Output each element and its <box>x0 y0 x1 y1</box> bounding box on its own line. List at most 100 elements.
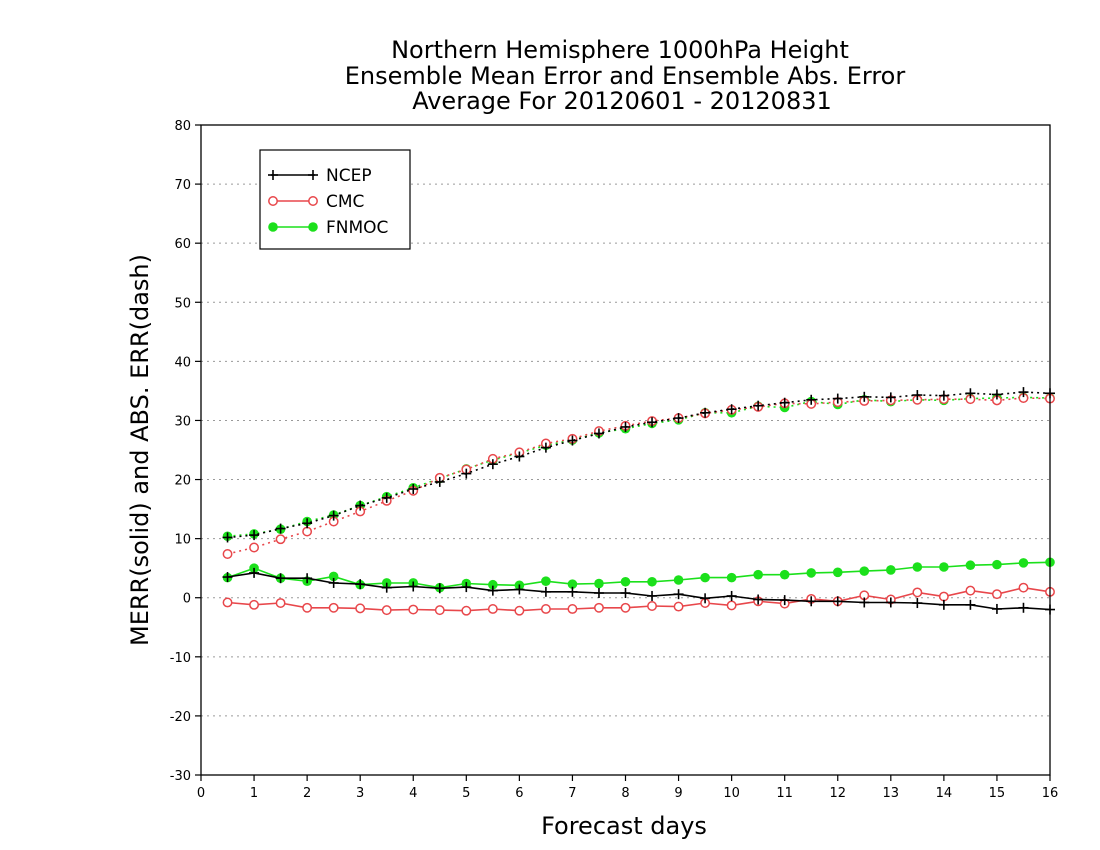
series-ncep-mean-error-point <box>885 597 896 608</box>
series-cmc-mean-error-point <box>938 591 949 602</box>
legend-marker-fnmoc <box>308 222 318 232</box>
legend: NCEP CMC FNMOC <box>259 149 411 250</box>
series-ncep-mean-error-point <box>302 573 313 584</box>
series-ncep-abs-error-point <box>461 468 472 479</box>
series-cmc-mean-error-point <box>222 597 233 608</box>
series-ncep-abs-error-point <box>487 459 498 470</box>
x-tick-label: 1 <box>250 786 258 801</box>
series-ncep-mean-error-point <box>567 586 578 597</box>
y-tick-label: 40 <box>174 355 191 370</box>
series-ncep-mean-error-point <box>328 577 339 588</box>
y-tick-label: 70 <box>174 178 191 193</box>
legend-label-ncep: NCEP <box>326 166 372 186</box>
series-ncep-abs-error-point <box>593 428 604 439</box>
series-ncep-abs-error-point <box>726 404 737 415</box>
y-tick-label: 10 <box>174 533 191 548</box>
series-ncep-abs-error-point <box>832 393 843 404</box>
x-tick-label: 8 <box>621 786 629 801</box>
y-axis-label: MERR(solid) and ABS. ERR(dash) <box>126 254 154 646</box>
series-fnmoc-mean-error-point <box>488 579 498 590</box>
series-cmc-mean-error-point <box>328 602 339 613</box>
series-ncep-mean-error-point <box>620 588 631 598</box>
legend-marker-ncep <box>268 170 278 180</box>
series-ncep-abs-error-point <box>620 421 631 432</box>
legend-marker-cmc <box>268 196 278 206</box>
series-cmc-mean-error-point <box>249 599 260 610</box>
series-ncep-abs-error-point <box>567 435 578 446</box>
series-ncep-mean-error-point <box>593 588 604 598</box>
series-ncep-abs-error-point <box>275 523 286 534</box>
series-ncep-abs-error-point <box>249 530 260 541</box>
series-cmc-mean-error-point <box>647 601 657 611</box>
series-fnmoc-mean-error-point <box>673 575 684 585</box>
series-cmc-mean-error-point <box>991 589 1002 600</box>
series-ncep-mean-error-point <box>647 590 658 601</box>
x-tick-label: 14 <box>936 786 953 801</box>
series-ncep-abs-error-point <box>1018 387 1029 398</box>
series-fnmoc-mean-error-point <box>912 562 923 572</box>
x-tick-label: 12 <box>829 786 846 801</box>
y-tick-label: -10 <box>170 651 191 666</box>
series-ncep-mean-error-point <box>408 581 419 592</box>
series-cmc-abs-error-point <box>275 534 286 545</box>
series-cmc-mean-error-point <box>912 587 923 598</box>
series-cmc-abs-error-point <box>249 542 260 553</box>
series-fnmoc-mean-error-point <box>859 566 870 576</box>
y-tick-label: 20 <box>174 474 191 489</box>
series-ncep-abs-error-point <box>328 510 339 521</box>
series-ncep-abs-error-line <box>227 391 1051 539</box>
series-cmc-mean-error-point <box>355 603 366 614</box>
series-fnmoc-mean-error-point <box>992 559 1002 570</box>
series-ncep-mean-error-point <box>222 572 233 583</box>
x-tick-label: 3 <box>356 786 364 801</box>
series-fnmoc-mean-error-point <box>567 579 578 589</box>
series-ncep-mean-error-point <box>1018 602 1029 613</box>
x-tick-label: 16 <box>1042 786 1059 801</box>
x-axis-label: Forecast days <box>541 812 707 840</box>
series-ncep-abs-error-point <box>222 532 233 543</box>
series-fnmoc-mean-error-point <box>700 572 710 583</box>
series-fnmoc-mean-error-point <box>726 572 737 583</box>
series-cmc-mean-error-point <box>540 604 551 614</box>
series-ncep-mean-error-point <box>434 583 445 594</box>
series-ncep-abs-error-point <box>753 400 764 411</box>
series-cmc-mean-error-point <box>381 605 392 616</box>
series-fnmoc-mean-error-point <box>965 560 976 571</box>
series-cmc-mean-error-point <box>594 602 604 613</box>
chart-title-line-3: Average For 20120601 - 20120831 <box>412 87 832 115</box>
x-tick-label: 5 <box>462 786 470 801</box>
series-cmc-mean-error-point <box>302 602 313 613</box>
series-ncep-mean-error-point <box>514 584 525 595</box>
series-cmc-abs-error-point <box>222 549 233 559</box>
y-tick-label: 60 <box>174 237 191 252</box>
series-ncep-mean-error-point <box>381 582 392 593</box>
series-ncep-abs-error-point <box>700 407 711 418</box>
series-fnmoc-abs-error-line <box>227 396 1051 538</box>
y-tick-label: 50 <box>174 296 191 311</box>
series-cmc-mean-error-point <box>673 601 684 612</box>
series-fnmoc-mean-error-point <box>647 576 657 587</box>
series-cmc-mean-error-point <box>408 604 419 615</box>
series-fnmoc-mean-error-point <box>620 576 631 587</box>
series-ncep-mean-error-point <box>249 567 260 578</box>
series-ncep-abs-error-point <box>355 500 366 511</box>
series-ncep-mean-error-point <box>275 573 286 584</box>
chart-title-line-1: Northern Hemisphere 1000hPa Height <box>391 36 849 64</box>
series-ncep-abs-error-point <box>540 442 551 453</box>
y-tick-label: 30 <box>174 414 191 429</box>
series-ncep-mean-error-point <box>859 597 870 608</box>
x-tick-label: 6 <box>515 786 523 801</box>
series-ncep-mean-error-point <box>832 596 843 607</box>
series-cmc-mean-error-point <box>434 605 445 616</box>
x-tick-label: 15 <box>989 786 1006 801</box>
x-tick-label: 10 <box>723 786 740 801</box>
series-ncep-abs-error-point <box>912 390 923 401</box>
series-cmc-mean-error-point <box>275 598 286 608</box>
x-tick-label: 0 <box>197 786 205 801</box>
series-cmc-mean-error-point <box>487 604 498 614</box>
x-tick-label: 11 <box>776 786 793 801</box>
series-ncep-mean-error-point <box>461 582 472 593</box>
series-ncep-abs-error-point <box>408 484 419 494</box>
series-fnmoc-mean-error-point <box>779 569 790 580</box>
